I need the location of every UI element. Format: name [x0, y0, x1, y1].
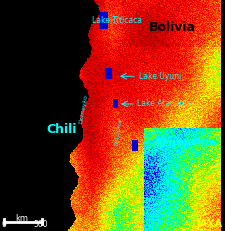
Text: JAXA: JAXA — [197, 219, 223, 229]
Text: Lake Atacama: Lake Atacama — [137, 100, 191, 108]
Text: Atacama: Atacama — [114, 118, 124, 146]
Text: Domeyko: Domeyko — [79, 93, 89, 124]
Text: Lake Uyuni: Lake Uyuni — [139, 72, 181, 81]
Text: 500: 500 — [34, 220, 48, 228]
Text: Bolivia: Bolivia — [149, 21, 196, 34]
Text: km: km — [16, 214, 29, 223]
Text: Argentina: Argentina — [155, 138, 216, 148]
Text: 0: 0 — [2, 220, 7, 228]
Text: Chili: Chili — [47, 123, 77, 136]
Text: Lake Titicaca: Lake Titicaca — [92, 16, 142, 25]
